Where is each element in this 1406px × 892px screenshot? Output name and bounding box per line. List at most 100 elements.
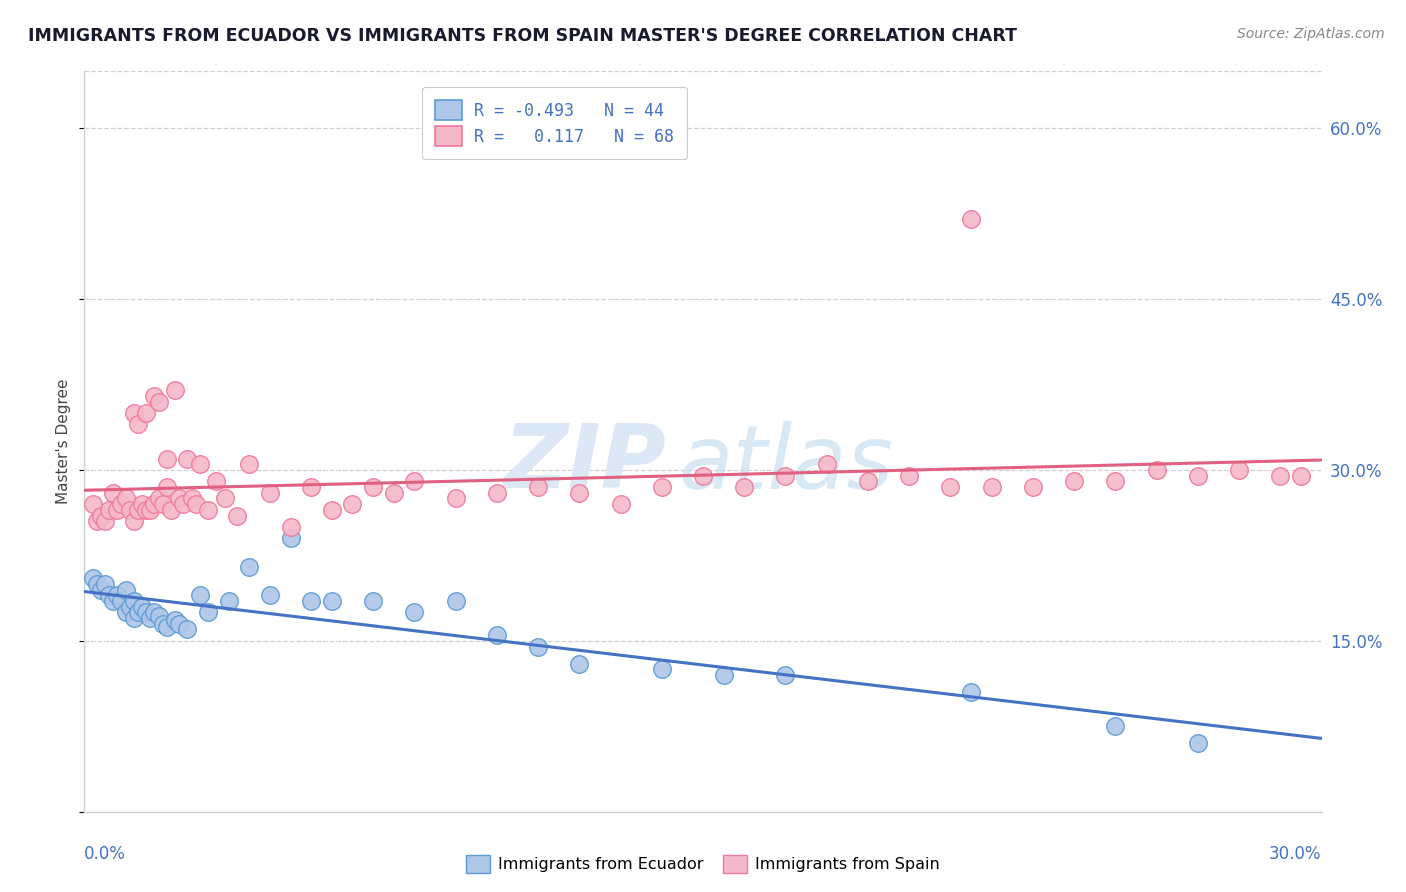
Point: [135, 503, 157, 517]
Point: [713, 668, 735, 682]
Point: [342, 497, 364, 511]
Point: [118, 503, 141, 517]
Point: [205, 475, 228, 489]
Point: [176, 623, 198, 637]
Point: [86, 514, 108, 528]
Point: [82, 497, 104, 511]
Point: [118, 599, 141, 614]
Point: [444, 594, 467, 608]
Point: [143, 497, 166, 511]
Point: [105, 588, 128, 602]
Point: [184, 497, 207, 511]
Point: [148, 394, 170, 409]
Point: [94, 514, 117, 528]
Point: [176, 451, 198, 466]
Point: [86, 577, 108, 591]
Point: [156, 620, 179, 634]
Point: [131, 599, 153, 614]
Point: [226, 508, 249, 523]
Point: [165, 384, 187, 398]
Point: [114, 582, 136, 597]
Point: [1187, 468, 1209, 483]
Point: [568, 485, 591, 500]
Point: [188, 588, 211, 602]
Point: [404, 475, 426, 489]
Point: [898, 468, 921, 483]
Point: [280, 532, 302, 546]
Point: [135, 406, 157, 420]
Point: [980, 480, 1002, 494]
Point: [122, 514, 145, 528]
Point: [238, 559, 260, 574]
Point: [165, 613, 187, 627]
Point: [404, 606, 426, 620]
Point: [139, 611, 162, 625]
Point: [90, 508, 112, 523]
Point: [960, 212, 983, 227]
Point: [197, 606, 219, 620]
Point: [1104, 719, 1126, 733]
Point: [1022, 480, 1045, 494]
Point: [775, 668, 797, 682]
Point: [361, 594, 384, 608]
Point: [527, 640, 550, 654]
Point: [127, 606, 149, 620]
Point: [148, 608, 170, 623]
Legend: Immigrants from Ecuador, Immigrants from Spain: Immigrants from Ecuador, Immigrants from…: [460, 848, 946, 880]
Point: [105, 503, 128, 517]
Point: [361, 480, 384, 494]
Point: [651, 480, 673, 494]
Point: [1146, 463, 1168, 477]
Point: [103, 594, 125, 608]
Point: [733, 480, 755, 494]
Text: ZIP: ZIP: [503, 420, 666, 508]
Point: [527, 480, 550, 494]
Point: [180, 491, 202, 506]
Point: [1227, 463, 1250, 477]
Point: [152, 616, 174, 631]
Point: [143, 389, 166, 403]
Point: [143, 606, 166, 620]
Point: [214, 491, 236, 506]
Point: [122, 611, 145, 625]
Point: [139, 503, 162, 517]
Point: [152, 497, 174, 511]
Point: [114, 491, 136, 506]
Y-axis label: Master's Degree: Master's Degree: [56, 379, 72, 504]
Point: [127, 417, 149, 432]
Point: [815, 458, 838, 472]
Text: 30.0%: 30.0%: [1270, 845, 1322, 863]
Point: [238, 458, 260, 472]
Point: [1270, 468, 1292, 483]
Point: [148, 491, 170, 506]
Point: [110, 497, 132, 511]
Point: [172, 497, 194, 511]
Point: [131, 497, 153, 511]
Point: [103, 485, 125, 500]
Point: [167, 616, 190, 631]
Point: [218, 594, 240, 608]
Point: [114, 606, 136, 620]
Point: [299, 594, 322, 608]
Text: Source: ZipAtlas.com: Source: ZipAtlas.com: [1237, 27, 1385, 41]
Point: [485, 485, 508, 500]
Point: [122, 406, 145, 420]
Point: [127, 503, 149, 517]
Point: [321, 594, 343, 608]
Point: [197, 503, 219, 517]
Point: [156, 480, 179, 494]
Point: [1289, 468, 1312, 483]
Point: [156, 451, 179, 466]
Point: [188, 458, 211, 472]
Point: [568, 657, 591, 671]
Point: [1187, 736, 1209, 750]
Point: [960, 685, 983, 699]
Point: [98, 588, 121, 602]
Point: [94, 577, 117, 591]
Legend: R = -0.493   N = 44, R =   0.117   N = 68: R = -0.493 N = 44, R = 0.117 N = 68: [422, 87, 688, 159]
Point: [259, 485, 281, 500]
Point: [321, 503, 343, 517]
Point: [280, 520, 302, 534]
Point: [485, 628, 508, 642]
Text: IMMIGRANTS FROM ECUADOR VS IMMIGRANTS FROM SPAIN MASTER'S DEGREE CORRELATION CHA: IMMIGRANTS FROM ECUADOR VS IMMIGRANTS FR…: [28, 27, 1017, 45]
